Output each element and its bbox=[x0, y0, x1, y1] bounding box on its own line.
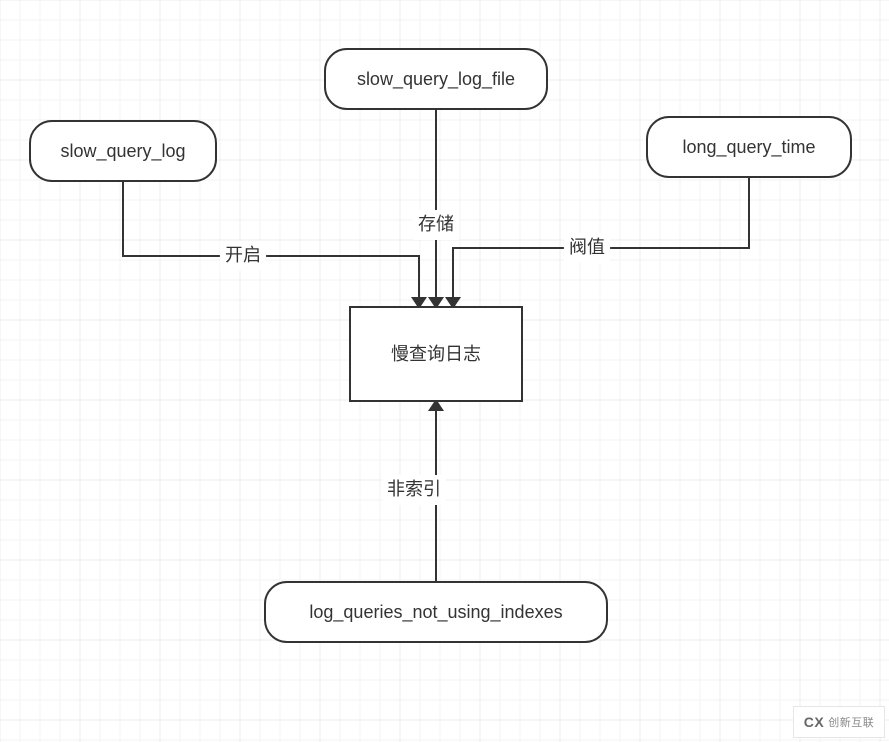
edge-label-e_threshold: 阀值 bbox=[569, 237, 605, 257]
node-label-long_query_time: long_query_time bbox=[682, 137, 815, 158]
node-label-slow_log_center: 慢查询日志 bbox=[391, 344, 481, 364]
watermark-badge: CX 创新互联 bbox=[793, 706, 885, 738]
node-label-log_queries_not_using_indexes: log_queries_not_using_indexes bbox=[309, 602, 562, 623]
watermark-logo-icon: CX bbox=[804, 714, 824, 730]
watermark-brand-text: 创新互联 bbox=[828, 714, 874, 730]
node-label-slow_query_log_file: slow_query_log_file bbox=[357, 69, 515, 90]
node-label-slow_query_log: slow_query_log bbox=[60, 141, 185, 162]
diagram-canvas: slow_query_log slow_query_log_file long_qu… bbox=[0, 0, 889, 742]
edge-label-e_open: 开启 bbox=[225, 245, 261, 265]
edge-label-e_noindex: 非索引 bbox=[387, 479, 441, 499]
edge-label-e_store: 存储 bbox=[418, 214, 454, 234]
